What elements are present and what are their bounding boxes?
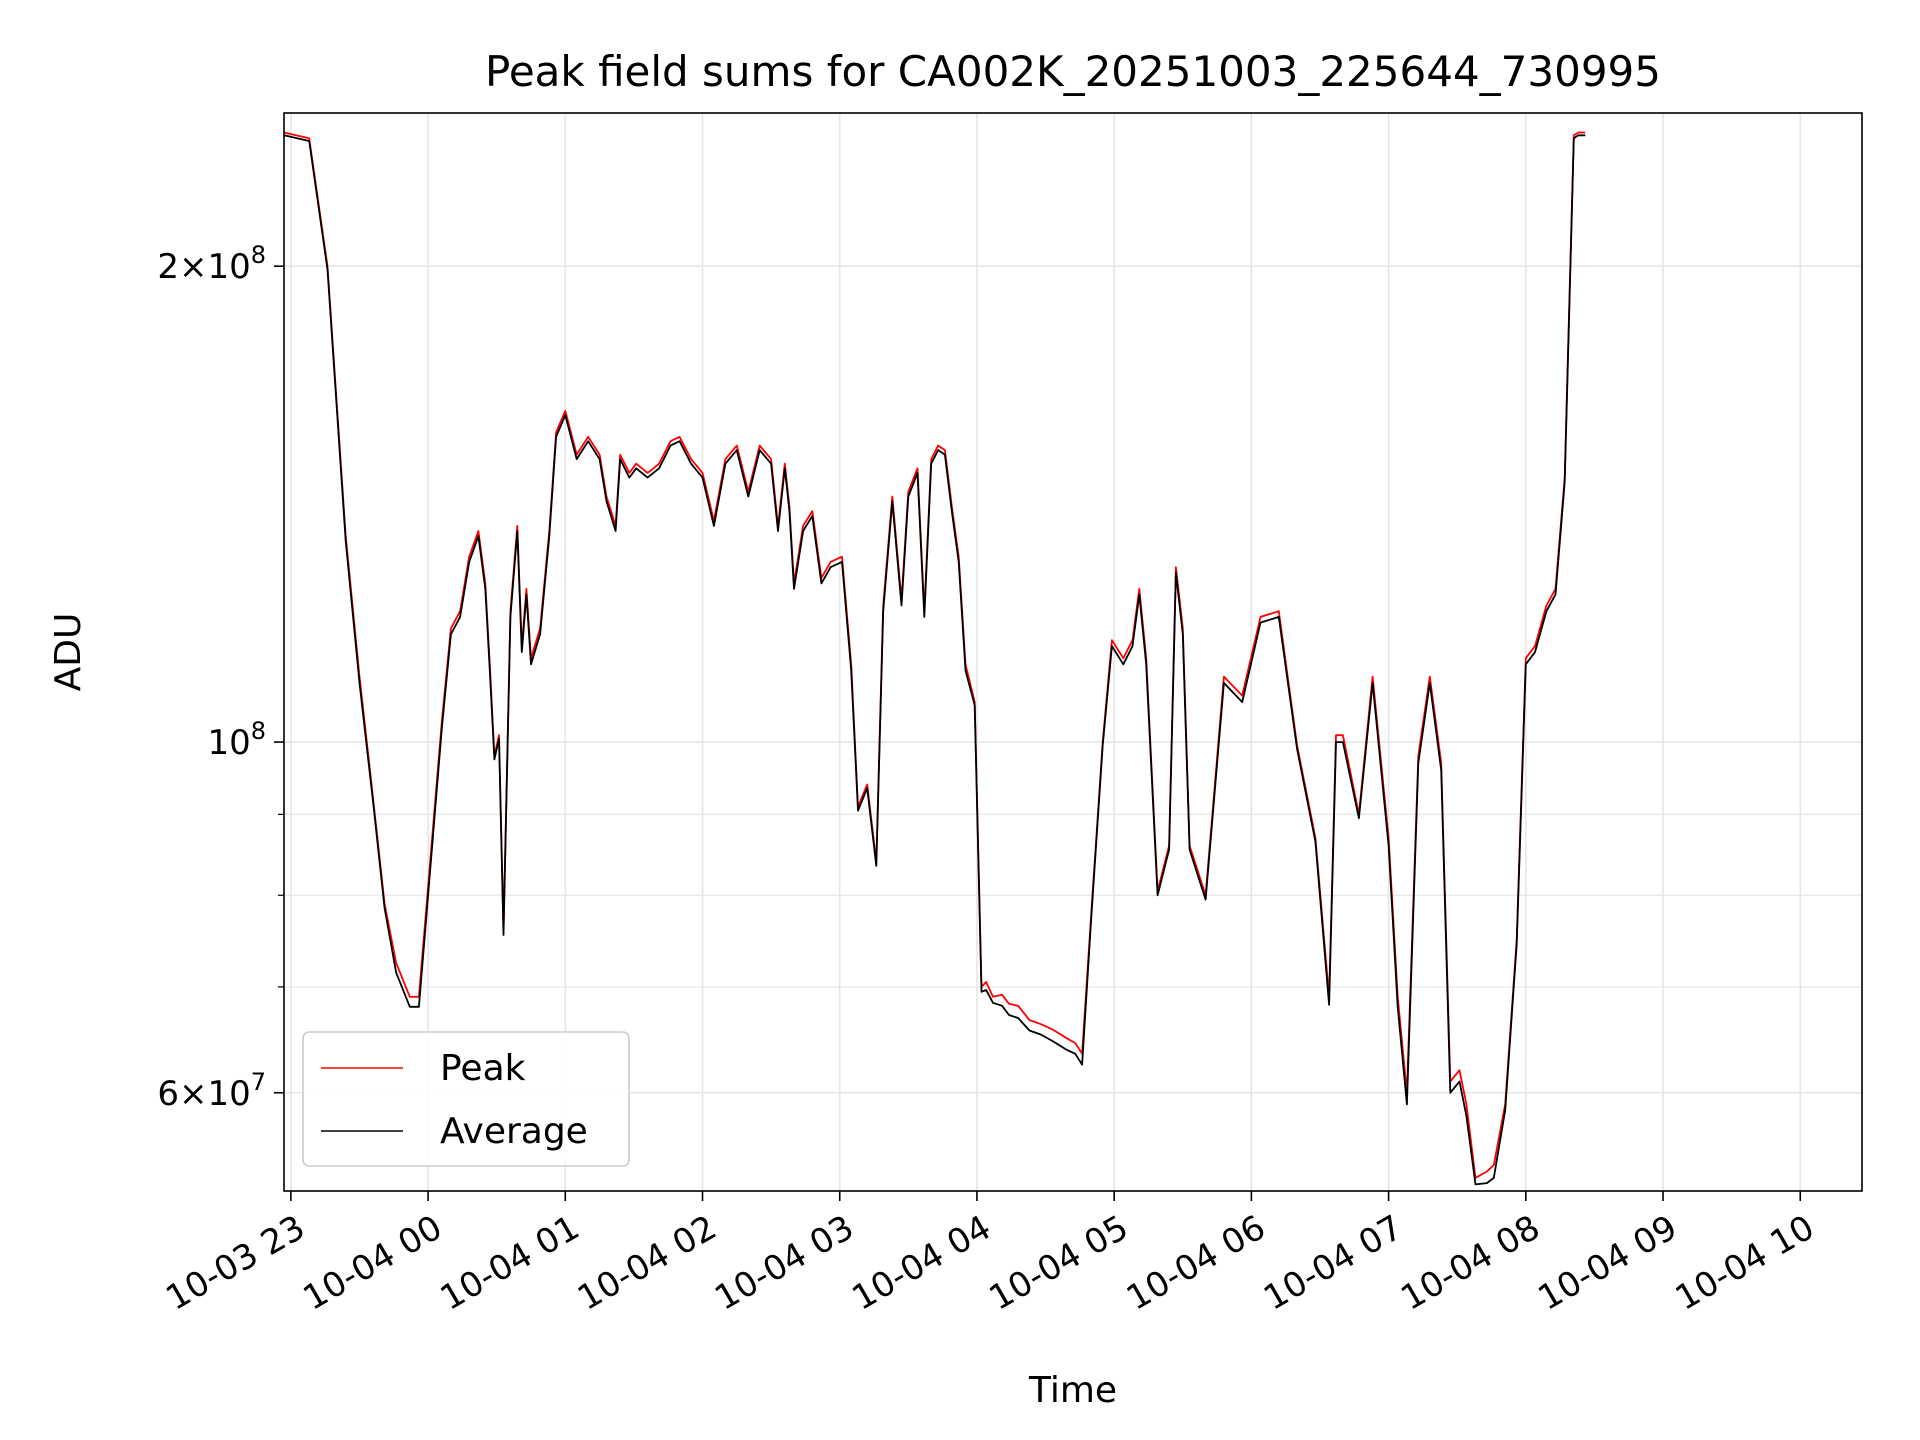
y-tick-label: 2×108: [157, 241, 266, 287]
y-axis-label: ADU: [48, 613, 89, 692]
series-lines: [283, 131, 1586, 1186]
x-tick-label: 10-03 23: [159, 1208, 311, 1319]
legend-frame: [302, 1031, 630, 1167]
plot-area-frame: [283, 112, 1863, 1192]
legend: Peak Average: [302, 1031, 630, 1167]
legend-label-peak: Peak: [440, 1048, 526, 1089]
y-axis-ticks: 2×108 108 6×107: [157, 241, 284, 1114]
y-tick-label: 6×107: [157, 1068, 266, 1114]
grid-lines: [284, 113, 1862, 1191]
x-tick-label: 10-04 04: [845, 1208, 997, 1319]
x-tick-label: 10-04 07: [1257, 1208, 1409, 1319]
series-line-average: [283, 134, 1586, 1186]
x-tick-label: 10-04 00: [297, 1208, 449, 1319]
x-tick-label: 10-04 05: [983, 1208, 1135, 1319]
x-tick-label: 10-04 02: [571, 1208, 723, 1319]
x-tick-label: 10-04 09: [1532, 1208, 1684, 1319]
chart-title: Peak field sums for CA002K_20251003_2256…: [485, 47, 1661, 96]
x-tick-label: 10-04 01: [434, 1208, 586, 1319]
x-tick-label: 10-04 06: [1120, 1208, 1272, 1319]
x-axis-label: Time: [1028, 1370, 1117, 1411]
y-tick-label: 108: [207, 717, 266, 763]
legend-label-average: Average: [440, 1111, 588, 1152]
x-tick-label: 10-04 10: [1669, 1208, 1821, 1319]
x-tick-label: 10-04 03: [708, 1208, 860, 1319]
series-line-peak: [283, 131, 1586, 1179]
x-tick-label: 10-04 08: [1394, 1208, 1546, 1319]
